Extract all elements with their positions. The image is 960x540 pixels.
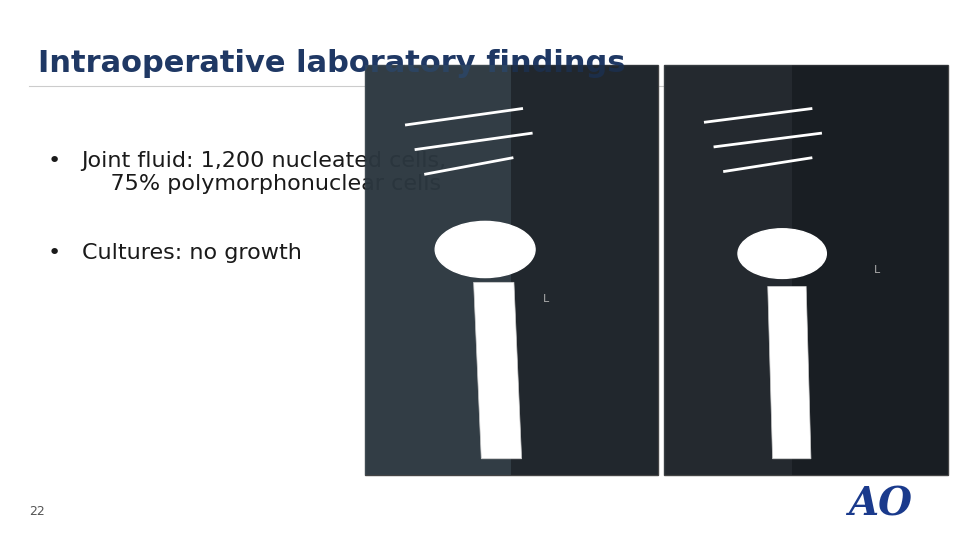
- Bar: [664, 65, 948, 475]
- Text: L: L: [874, 265, 880, 275]
- Polygon shape: [473, 282, 521, 459]
- Text: •: •: [48, 151, 61, 171]
- Bar: [664, 65, 792, 475]
- Bar: [365, 65, 658, 475]
- Text: Joint fluid: 1,200 nucleated cells,
    75% polymorphonuclear cells: Joint fluid: 1,200 nucleated cells, 75% …: [82, 151, 446, 194]
- Text: 22: 22: [29, 505, 44, 518]
- Circle shape: [435, 221, 535, 278]
- Circle shape: [738, 229, 827, 279]
- Bar: [511, 65, 658, 475]
- Bar: [792, 65, 948, 475]
- Text: L: L: [543, 294, 549, 303]
- Bar: [365, 65, 511, 475]
- Text: AO: AO: [848, 486, 912, 524]
- Text: Cultures: no growth: Cultures: no growth: [82, 243, 301, 263]
- Polygon shape: [768, 286, 811, 459]
- Text: Intraoperative laboratory findings: Intraoperative laboratory findings: [38, 49, 626, 78]
- Text: •: •: [48, 243, 61, 263]
